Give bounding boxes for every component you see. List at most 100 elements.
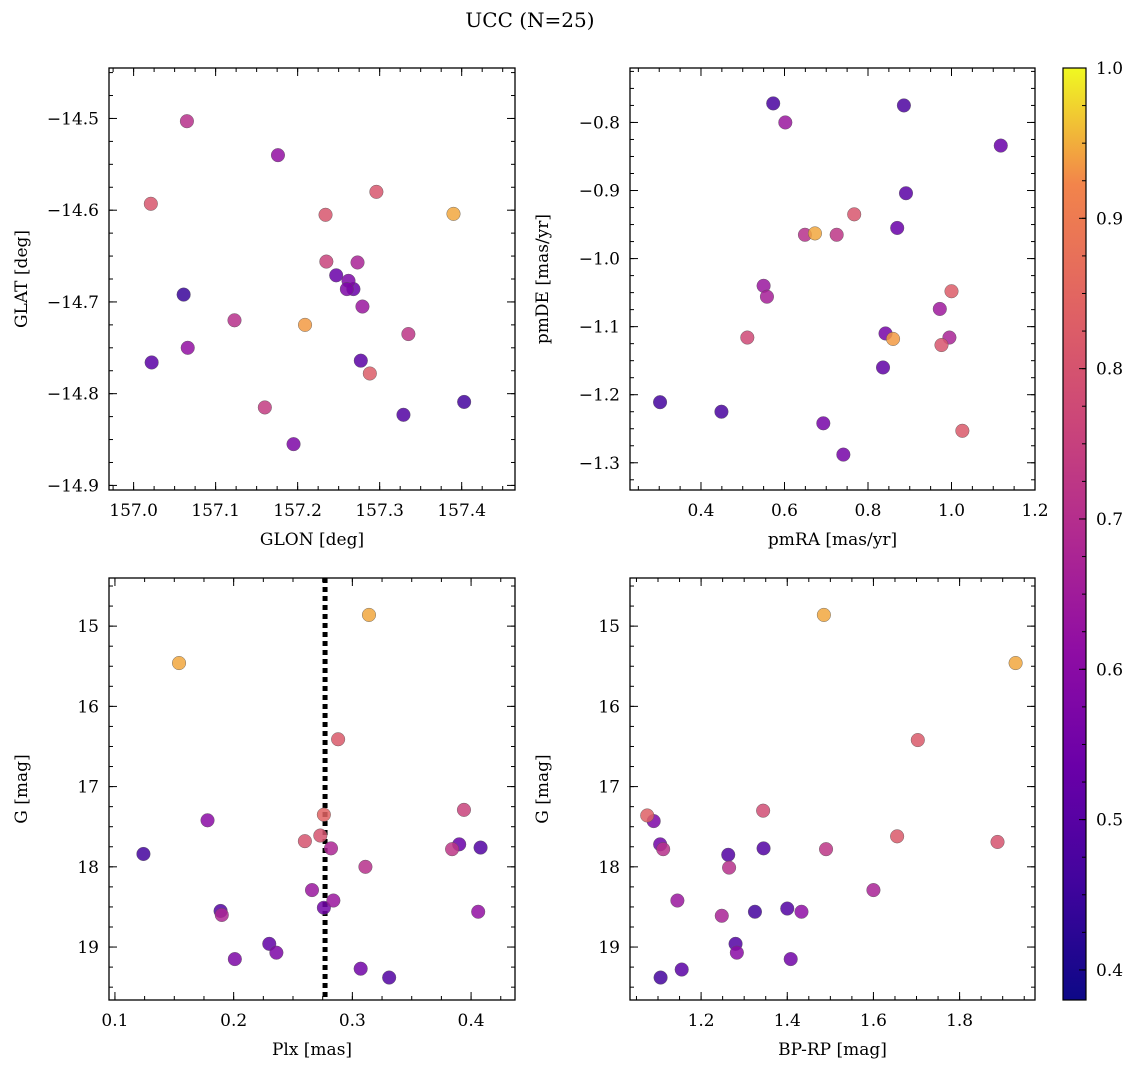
data-point bbox=[756, 841, 771, 856]
y-tick-label: −14.6 bbox=[47, 201, 99, 221]
data-point bbox=[729, 945, 744, 960]
colorbar: 0.4 0.5 0.6 0.7 0.8 0.9 1.0 bbox=[1062, 59, 1123, 1001]
x-tick-label: 0.4 bbox=[458, 1011, 485, 1031]
y-tick-label: −14.9 bbox=[47, 476, 99, 496]
data-point bbox=[993, 138, 1008, 153]
y-tick-label: 18 bbox=[77, 858, 99, 878]
data-point bbox=[783, 952, 798, 967]
data-point bbox=[329, 268, 344, 283]
data-point bbox=[353, 961, 368, 976]
data-point bbox=[819, 842, 834, 857]
y-tick-label: −0.8 bbox=[579, 113, 620, 133]
data-point bbox=[670, 893, 685, 908]
data-point bbox=[297, 834, 312, 849]
y-tick-label: −1.1 bbox=[579, 318, 620, 338]
data-point bbox=[756, 803, 771, 818]
y-axis-label: G [mag] bbox=[533, 754, 553, 823]
panel-bottom-right: 1.2 1.4 1.6 1.8 15 16 17 18 19 BP-RP [mag] G [mag] bbox=[533, 577, 1036, 1060]
panel-top-right: 0.4 0.6 0.8 1.0 1.2 −1.3 −1.2 −1.1 −1.0 −0.9 −0.8 p… bbox=[533, 67, 1049, 550]
data-point bbox=[473, 840, 488, 855]
data-point bbox=[747, 904, 762, 919]
x-tick-label: 0.8 bbox=[854, 501, 881, 521]
y-tick-label: −14.7 bbox=[47, 293, 99, 313]
x-tick-label: 0.4 bbox=[687, 501, 714, 521]
data-point bbox=[445, 842, 460, 857]
y-tick-label: 16 bbox=[598, 697, 620, 717]
data-point bbox=[847, 207, 862, 222]
data-point bbox=[932, 301, 947, 316]
y-tick-label: 15 bbox=[77, 617, 99, 637]
data-point bbox=[640, 808, 655, 823]
y-tick-label: −1.3 bbox=[579, 454, 620, 474]
data-point bbox=[144, 355, 159, 370]
data-point bbox=[369, 184, 384, 199]
data-point bbox=[653, 395, 668, 410]
axes-frame bbox=[108, 67, 516, 491]
x-tick-label: 0.2 bbox=[220, 1011, 247, 1031]
data-point bbox=[305, 883, 320, 898]
panel-bottom-left: 0.1 0.2 0.3 0.4 15 16 17 18 19 Plx [mas] G [mag] bbox=[12, 577, 516, 1060]
colorbar-tick-label: 0.6 bbox=[1096, 660, 1123, 680]
data-point bbox=[331, 732, 346, 747]
data-point bbox=[876, 360, 891, 375]
data-point bbox=[355, 299, 370, 314]
x-tick-label: 1.6 bbox=[860, 1011, 887, 1031]
data-point bbox=[214, 907, 229, 922]
x-tick-label: 1.0 bbox=[938, 501, 965, 521]
data-point bbox=[227, 952, 242, 967]
y-axis-label: G [mag] bbox=[12, 754, 32, 823]
x-tick-label: 0.6 bbox=[771, 501, 798, 521]
y-tick-label: −14.5 bbox=[47, 109, 99, 129]
data-point bbox=[382, 970, 397, 985]
x-tick-label: 157.0 bbox=[109, 501, 158, 521]
data-point bbox=[257, 400, 272, 415]
x-tick-label: 157.2 bbox=[273, 501, 322, 521]
x-tick-label: 1.2 bbox=[688, 1011, 715, 1031]
x-axis-label: Plx [mas] bbox=[272, 1040, 352, 1060]
data-point bbox=[780, 901, 795, 916]
data-point bbox=[653, 970, 668, 985]
data-point bbox=[286, 437, 301, 452]
data-point bbox=[401, 327, 416, 342]
data-point bbox=[316, 807, 331, 822]
data-point bbox=[816, 607, 831, 622]
x-tick-label: 157.1 bbox=[191, 501, 240, 521]
data-point bbox=[358, 859, 373, 874]
data-point bbox=[176, 287, 191, 302]
y-tick-label: 16 bbox=[77, 697, 99, 717]
axes-frame bbox=[629, 577, 1036, 1001]
data-point bbox=[955, 423, 970, 438]
x-tick-label: 157.3 bbox=[355, 501, 404, 521]
figure-title: UCC (N=25) bbox=[465, 8, 594, 32]
x-tick-label: 0.1 bbox=[101, 1011, 128, 1031]
x-axis-label: pmRA [mas/yr] bbox=[768, 530, 897, 550]
data-point bbox=[298, 317, 313, 332]
data-point bbox=[136, 846, 151, 861]
data-point bbox=[890, 829, 905, 844]
data-point bbox=[179, 114, 194, 129]
data-point bbox=[721, 847, 736, 862]
data-point bbox=[674, 962, 689, 977]
data-point bbox=[990, 834, 1005, 849]
data-point bbox=[350, 255, 365, 270]
y-tick-label: 17 bbox=[598, 778, 620, 798]
panel-top-left: 157.0 157.1 157.2 157.3 157.4 −14.9 −14.8 −14.7… bbox=[12, 67, 516, 550]
data-point bbox=[836, 447, 851, 462]
data-point bbox=[270, 148, 285, 163]
data-point bbox=[896, 98, 911, 113]
y-tick-label: −1.2 bbox=[579, 386, 620, 406]
data-point bbox=[807, 226, 822, 241]
x-tick-label: 0.3 bbox=[339, 1011, 366, 1031]
data-point bbox=[227, 313, 242, 328]
x-tick-label: 157.4 bbox=[437, 501, 486, 521]
data-point bbox=[471, 904, 486, 919]
y-tick-label: −0.9 bbox=[579, 182, 620, 202]
data-point bbox=[339, 282, 354, 297]
y-tick-label: −14.8 bbox=[47, 385, 99, 405]
data-point bbox=[446, 206, 461, 221]
data-point bbox=[866, 883, 881, 898]
data-point bbox=[396, 407, 411, 422]
x-tick-label: 1.4 bbox=[774, 1011, 801, 1031]
colorbar-gradient bbox=[1062, 67, 1087, 1001]
data-point bbox=[722, 860, 737, 875]
